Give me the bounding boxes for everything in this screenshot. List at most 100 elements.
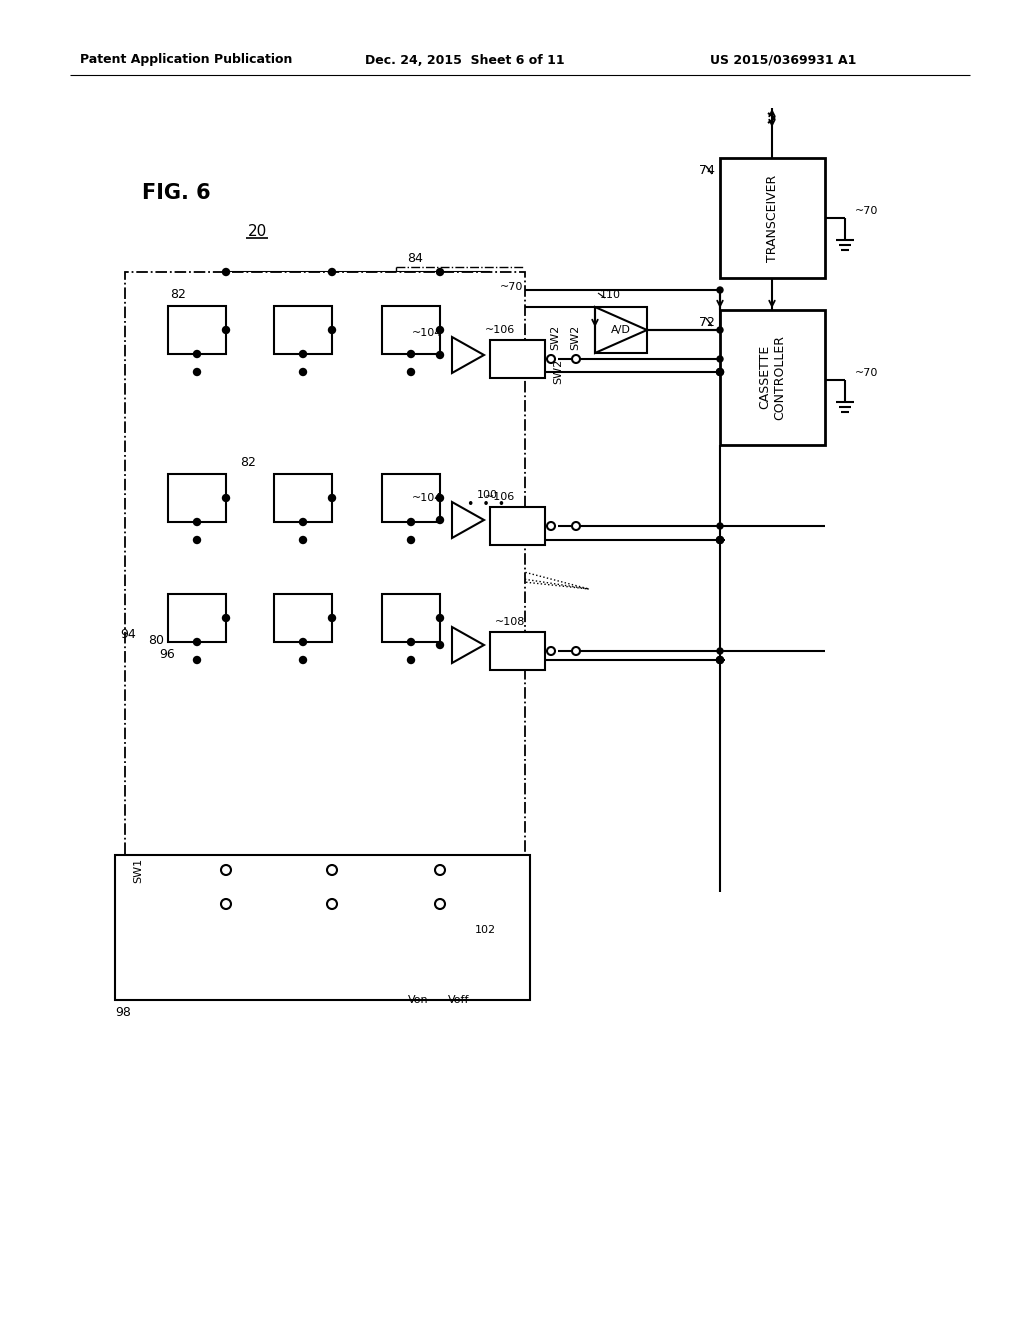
Circle shape xyxy=(435,899,445,909)
Circle shape xyxy=(194,536,201,544)
Text: ~106: ~106 xyxy=(485,325,515,335)
Circle shape xyxy=(408,351,415,358)
Bar xyxy=(128,858,528,987)
Bar xyxy=(274,306,332,354)
Text: SW2: SW2 xyxy=(550,325,560,350)
Text: 100: 100 xyxy=(477,490,498,500)
Text: 74: 74 xyxy=(699,164,715,177)
Text: ~108: ~108 xyxy=(495,616,525,627)
Circle shape xyxy=(572,647,580,655)
Circle shape xyxy=(327,865,337,875)
Circle shape xyxy=(717,536,724,544)
Circle shape xyxy=(408,656,415,664)
Circle shape xyxy=(408,639,415,645)
Text: 72: 72 xyxy=(699,315,715,329)
Text: 82: 82 xyxy=(240,455,256,469)
Bar xyxy=(490,507,545,545)
Circle shape xyxy=(436,615,443,622)
Bar xyxy=(274,594,332,642)
Circle shape xyxy=(436,326,443,334)
Text: 94: 94 xyxy=(120,627,136,640)
Circle shape xyxy=(299,656,306,664)
Circle shape xyxy=(436,642,443,648)
Circle shape xyxy=(717,656,724,664)
Text: ~70: ~70 xyxy=(855,206,879,216)
Text: 84: 84 xyxy=(407,252,423,264)
Circle shape xyxy=(717,286,723,293)
Circle shape xyxy=(435,865,445,875)
Text: CASSETTE
CONTROLLER: CASSETTE CONTROLLER xyxy=(758,334,786,420)
Text: 96: 96 xyxy=(159,648,175,661)
Circle shape xyxy=(436,516,443,524)
Circle shape xyxy=(299,519,306,525)
Bar xyxy=(125,272,525,892)
Bar xyxy=(720,310,825,445)
Circle shape xyxy=(717,356,723,362)
Text: A/D: A/D xyxy=(611,325,631,335)
Circle shape xyxy=(194,519,201,525)
Circle shape xyxy=(436,268,443,276)
Circle shape xyxy=(717,327,723,333)
Bar xyxy=(274,474,332,521)
Circle shape xyxy=(327,899,337,909)
Circle shape xyxy=(408,536,415,544)
Circle shape xyxy=(222,326,229,334)
Text: Voff: Voff xyxy=(449,995,469,1005)
Circle shape xyxy=(436,495,443,502)
Circle shape xyxy=(547,355,555,363)
Bar xyxy=(720,158,825,279)
Circle shape xyxy=(221,865,231,875)
Circle shape xyxy=(221,899,231,909)
Text: ~104: ~104 xyxy=(412,327,442,338)
Circle shape xyxy=(194,368,201,375)
Bar xyxy=(168,594,226,642)
Text: SW1: SW1 xyxy=(133,858,143,883)
Text: 98: 98 xyxy=(115,1006,131,1019)
Circle shape xyxy=(299,351,306,358)
Circle shape xyxy=(194,639,201,645)
Text: 20: 20 xyxy=(248,224,267,239)
Bar xyxy=(490,341,545,378)
Text: ~104: ~104 xyxy=(412,492,442,503)
Circle shape xyxy=(194,351,201,358)
Bar xyxy=(382,474,440,521)
Text: SW2: SW2 xyxy=(553,358,563,384)
Bar xyxy=(382,594,440,642)
Circle shape xyxy=(222,615,229,622)
Circle shape xyxy=(299,536,306,544)
Text: Von: Von xyxy=(408,995,429,1005)
Text: US 2015/0369931 A1: US 2015/0369931 A1 xyxy=(710,54,856,66)
Circle shape xyxy=(329,268,336,276)
Text: TRANSCEIVER: TRANSCEIVER xyxy=(766,174,778,261)
Circle shape xyxy=(329,615,336,622)
Circle shape xyxy=(436,351,443,359)
Circle shape xyxy=(329,326,336,334)
Text: ~70: ~70 xyxy=(855,368,879,378)
Circle shape xyxy=(717,656,724,664)
Circle shape xyxy=(547,521,555,531)
Circle shape xyxy=(222,268,229,276)
Text: 80: 80 xyxy=(148,635,164,648)
Bar xyxy=(168,474,226,521)
Circle shape xyxy=(408,368,415,375)
Circle shape xyxy=(222,495,229,502)
Bar xyxy=(382,306,440,354)
Text: Dec. 24, 2015  Sheet 6 of 11: Dec. 24, 2015 Sheet 6 of 11 xyxy=(365,54,564,66)
Circle shape xyxy=(717,536,724,544)
Circle shape xyxy=(717,368,724,375)
Circle shape xyxy=(717,648,723,653)
Bar xyxy=(595,308,647,352)
Bar xyxy=(115,855,530,1001)
Circle shape xyxy=(329,495,336,502)
Circle shape xyxy=(408,519,415,525)
Circle shape xyxy=(194,656,201,664)
Text: ~70: ~70 xyxy=(500,282,523,292)
Text: 102: 102 xyxy=(475,925,496,935)
Text: Patent Application Publication: Patent Application Publication xyxy=(80,54,293,66)
Circle shape xyxy=(299,368,306,375)
Circle shape xyxy=(717,368,724,375)
Bar xyxy=(443,940,503,972)
Circle shape xyxy=(547,647,555,655)
Text: FIG. 6: FIG. 6 xyxy=(142,183,211,203)
Circle shape xyxy=(299,639,306,645)
